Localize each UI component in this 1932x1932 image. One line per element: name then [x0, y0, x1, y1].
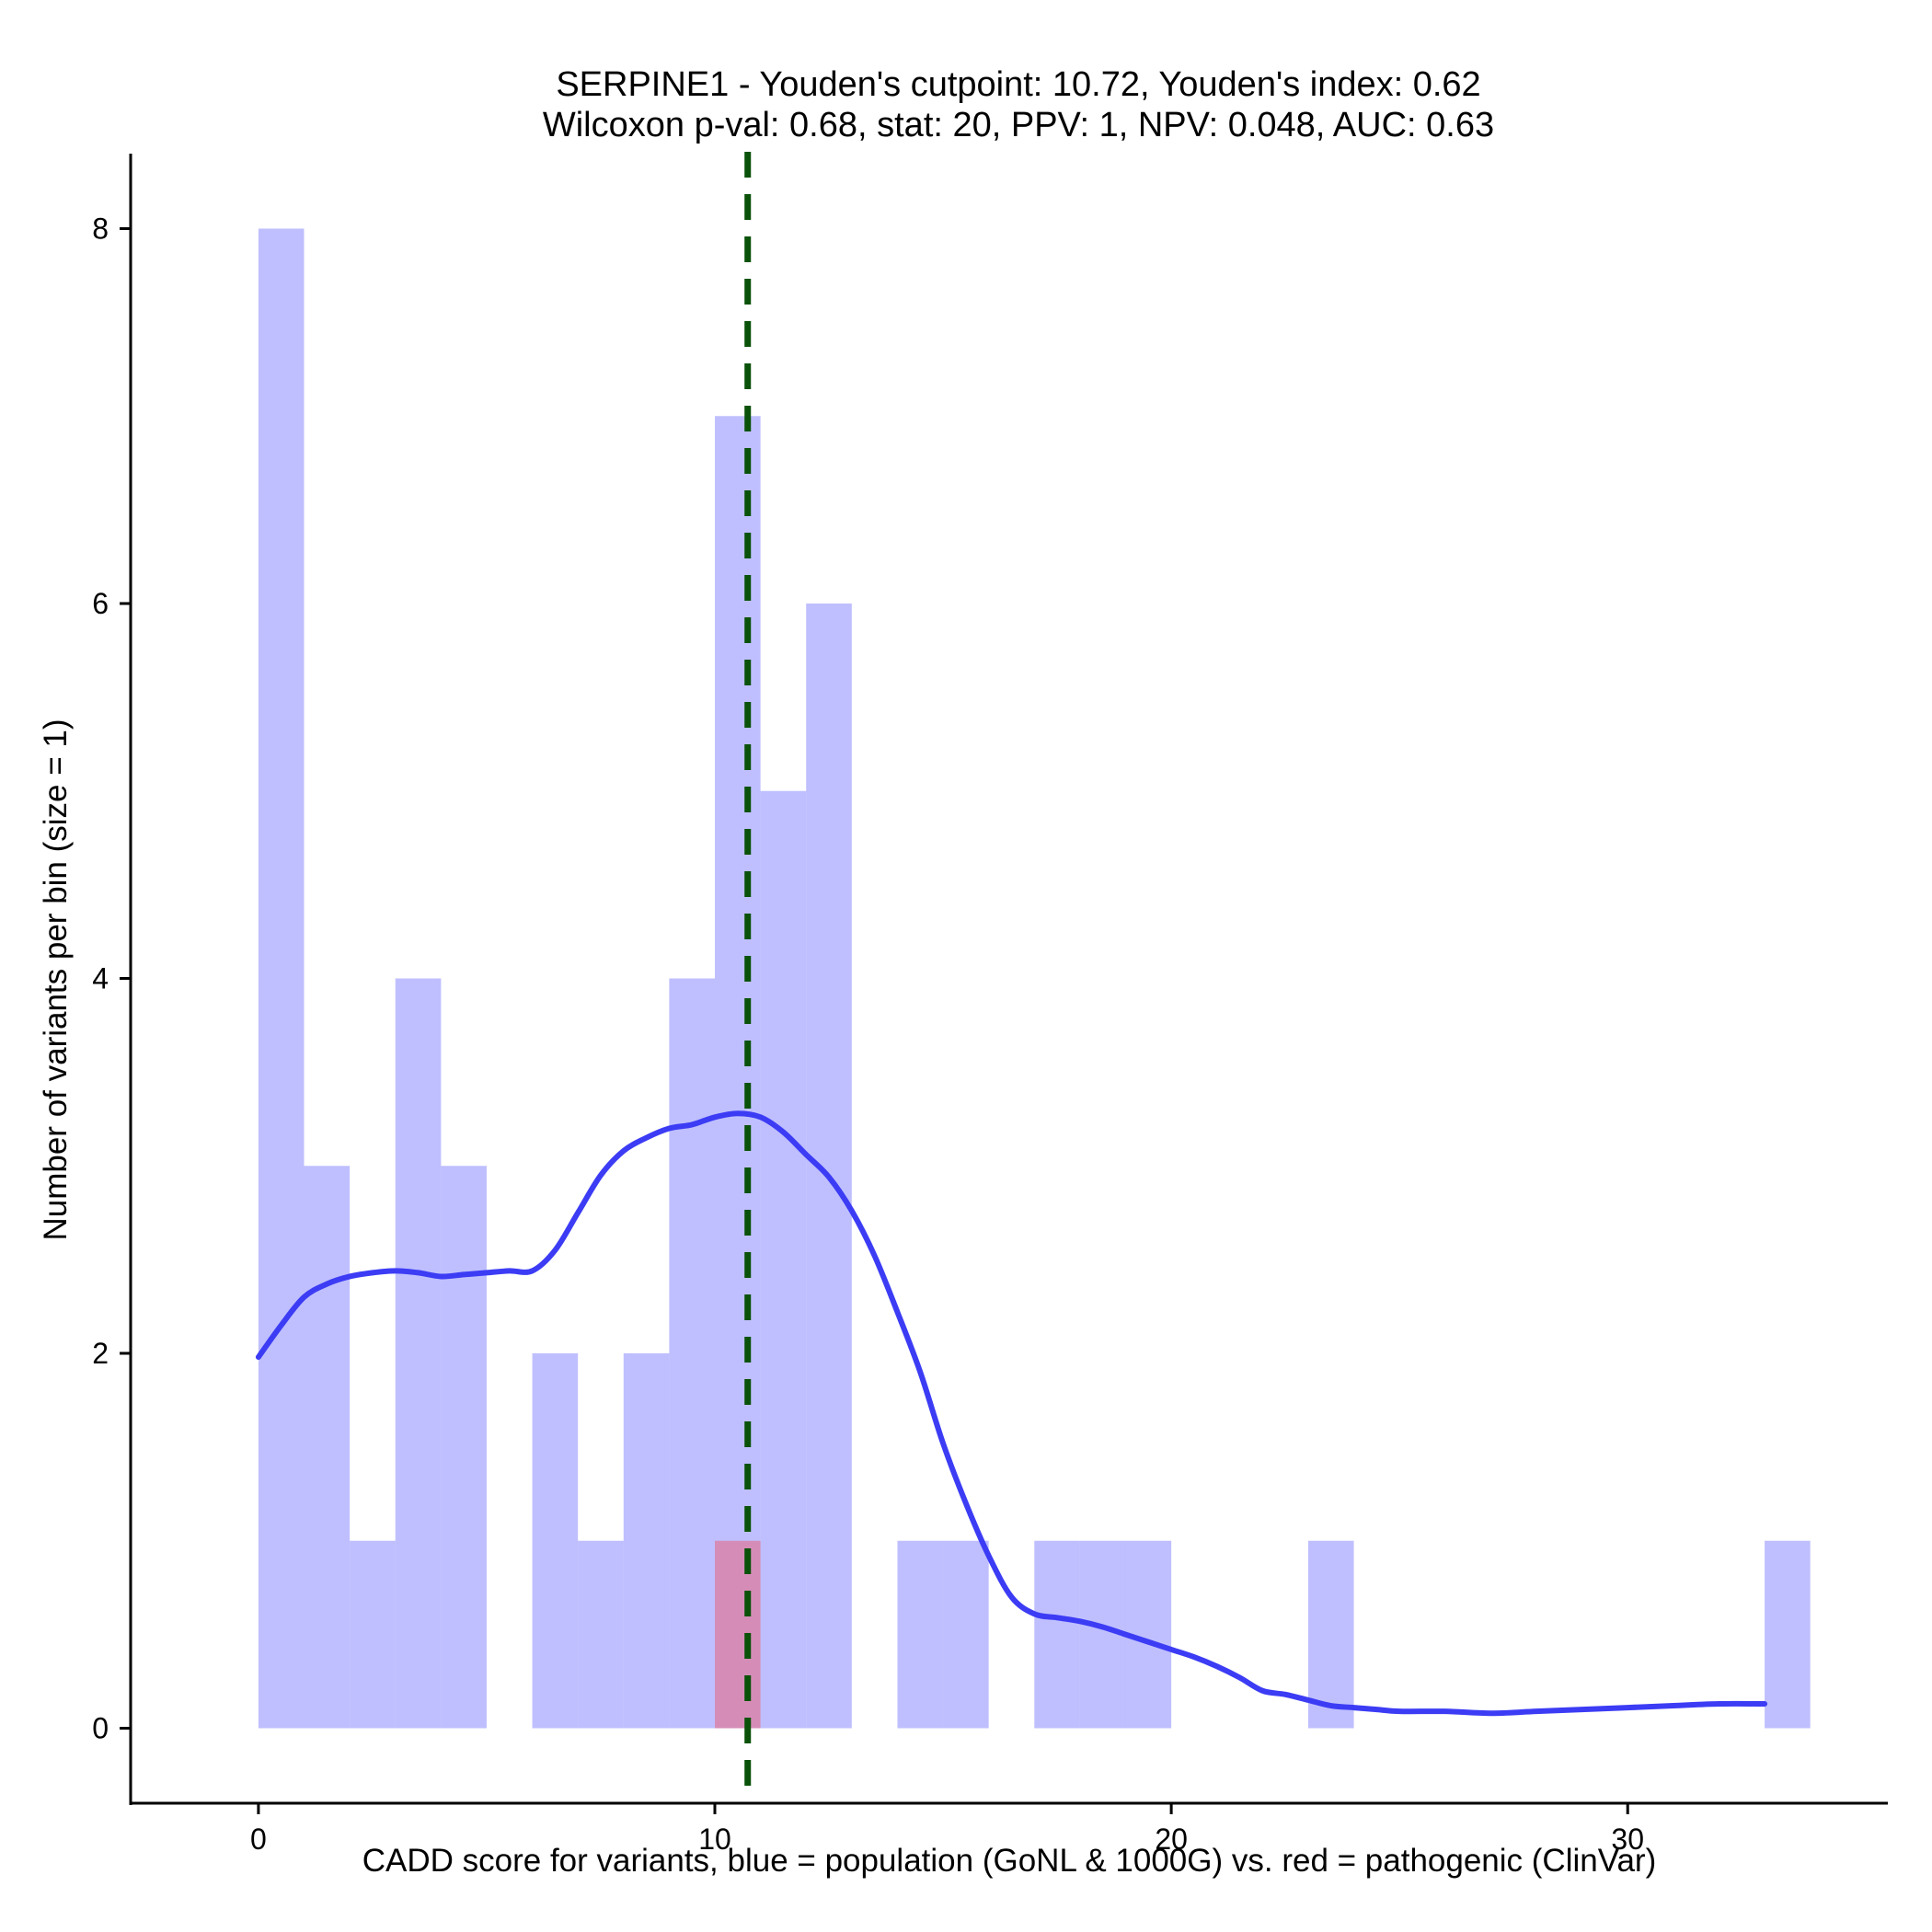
y-tick-label-0: 0 — [92, 1712, 109, 1745]
density-curve-layer — [255, 1110, 1768, 1717]
population-bar-12 — [897, 1540, 944, 1729]
x-axis-title: CADD score for variants, blue = populati… — [362, 1843, 1657, 1879]
population-bar-17 — [1307, 1540, 1354, 1729]
pathogenic-bar-0 — [715, 1540, 761, 1729]
population-bar-1 — [304, 1166, 351, 1729]
axis-ticks: 0 10 20 30 0 2 4 6 8 — [92, 213, 1644, 1857]
population-bar-11 — [806, 604, 852, 1729]
population-bar-7 — [623, 1353, 670, 1729]
chart-title-line-2: Wilcoxon p-val: 0.68, stat: 20, PPV: 1, … — [543, 106, 1494, 144]
population-bar-10 — [760, 790, 807, 1729]
x-tick-label-2: 20 — [1155, 1823, 1188, 1856]
population-bar-0 — [258, 228, 305, 1729]
chart-title-line-1: SERPINE1 - Youden's cutpoint: 10.72, You… — [556, 65, 1480, 104]
y-tick-label-2: 4 — [92, 962, 109, 995]
y-tick-label-4: 8 — [92, 213, 109, 246]
chart-title: SERPINE1 - Youden's cutpoint: 10.72, You… — [543, 65, 1494, 144]
density-curve — [255, 1110, 1768, 1717]
population-bar-9 — [715, 416, 761, 1729]
population-bar-13 — [943, 1540, 989, 1729]
y-tick-label-1: 2 — [92, 1337, 109, 1370]
x-tick-label-3: 30 — [1611, 1823, 1644, 1856]
population-bar-2 — [350, 1540, 396, 1729]
population-bar-5 — [532, 1353, 579, 1729]
population-bar-18 — [1765, 1540, 1811, 1729]
y-axis-title: Number of variants per bin (size = 1) — [38, 719, 74, 1240]
population-bar-8 — [669, 978, 716, 1729]
histogram-bars — [258, 228, 1811, 1729]
population-bar-14 — [1034, 1540, 1080, 1729]
population-bar-4 — [441, 1166, 487, 1729]
x-tick-label-0: 0 — [250, 1823, 267, 1856]
x-tick-label-1: 10 — [698, 1823, 731, 1856]
population-bar-3 — [395, 978, 442, 1729]
population-bar-6 — [578, 1540, 624, 1729]
y-tick-label-3: 6 — [92, 587, 109, 620]
